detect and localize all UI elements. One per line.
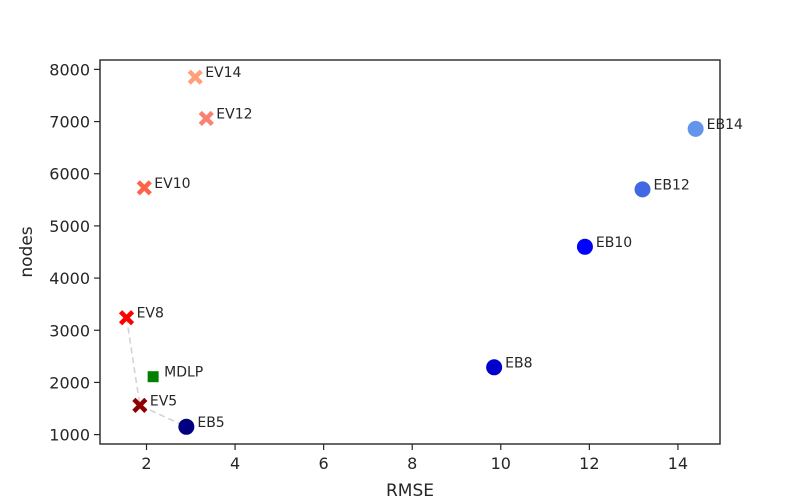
point-ev5 [132,397,148,413]
point-label-mdlp: MDLP [164,365,203,381]
point-labels-layer: EV14 EV12 EV10 EV8 EV5 MDLP EB5 EB8 EB10 EB12 EB14 [137,65,743,431]
point-label-eb8: EB8 [505,355,532,371]
point-label-ev12: EV12 [216,106,252,122]
x-tick-label: 6 [319,454,329,473]
point-ev8 [118,310,135,326]
point-eb10 [576,238,593,255]
point-eb12 [634,181,651,198]
y-tick-label: 6000 [49,165,90,184]
point-eb5 [178,418,195,435]
y-axis-label: nodes [17,226,37,277]
point-ev14 [187,69,203,85]
x-tick-label: 14 [668,454,688,473]
point-label-eb14: EB14 [707,117,743,133]
point-label-eb10: EB10 [596,235,632,251]
data-points-layer [118,69,704,435]
point-label-ev8: EV8 [137,306,164,322]
x-tick-label: 8 [407,454,417,473]
y-axis-ticks: 1000 2000 3000 4000 5000 6000 7000 8000 [49,60,100,445]
x-tick-label: 2 [141,454,151,473]
x-tick-label: 10 [491,454,511,473]
y-tick-label: 8000 [49,60,90,79]
point-eb8 [486,359,503,376]
x-tick-label: 4 [230,454,240,473]
point-eb14 [687,120,704,137]
point-ev12 [198,110,214,127]
point-label-ev14: EV14 [205,65,241,81]
x-axis-ticks: 2 4 6 8 10 12 14 [141,444,688,473]
point-label-eb5: EB5 [197,415,224,431]
x-tick-label: 12 [579,454,599,473]
plot-frame [99,59,721,445]
point-ev10 [136,180,152,196]
x-axis-label: RMSE [386,481,434,500]
point-label-ev10: EV10 [154,176,190,192]
point-label-eb12: EB12 [654,177,690,193]
y-tick-label: 1000 [49,426,90,445]
y-tick-label: 7000 [49,113,90,132]
y-tick-label: 2000 [49,373,90,392]
pareto-line [125,317,187,428]
pareto-line-layer [125,317,187,428]
y-tick-label: 4000 [49,269,90,288]
point-mdlp [147,371,159,383]
y-tick-label: 3000 [49,321,90,340]
y-tick-label: 5000 [49,217,90,236]
point-label-ev5: EV5 [150,393,177,409]
